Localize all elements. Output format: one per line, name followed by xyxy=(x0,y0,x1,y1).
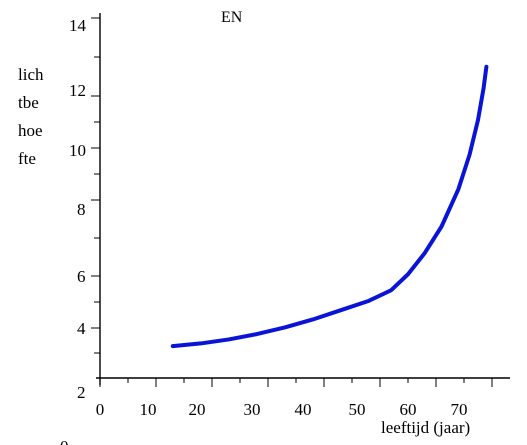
y-tick-label: 12 xyxy=(69,81,86,100)
y-axis-label-line: tbe xyxy=(18,93,39,112)
bottom-stray-label: 0 xyxy=(60,437,69,445)
y-tick-label: 10 xyxy=(69,141,86,160)
y-tick-label: 2 xyxy=(77,383,86,402)
x-axis-label: leeftijd (jaar) xyxy=(381,418,470,437)
y-tick-label: 14 xyxy=(69,16,87,35)
x-tick-label: 10 xyxy=(140,400,157,419)
series-line xyxy=(170,64,489,349)
series-layer xyxy=(170,64,489,349)
y-axis-label: lich tbe hoe fte xyxy=(18,65,48,168)
x-tick-label: 60 xyxy=(400,400,417,419)
y-tick-label: 6 xyxy=(77,267,86,286)
x-tick-label: 30 xyxy=(244,400,261,419)
x-tick-label: 0 xyxy=(96,400,105,419)
y-ticks: 2 4 6 8 10 12 14 xyxy=(69,16,100,402)
y-axis-label-line: fte xyxy=(18,149,36,168)
y-tick-label: 4 xyxy=(77,319,86,338)
y-axis-label-line: lich xyxy=(18,65,44,84)
x-tick-label: 70 xyxy=(451,400,468,419)
y-tick-label: 8 xyxy=(77,200,86,219)
chart-title: EN xyxy=(221,9,243,26)
y-axis-label-line: hoe xyxy=(18,121,43,140)
x-tick-label: 40 xyxy=(295,400,312,419)
x-tick-label: 20 xyxy=(189,400,206,419)
x-ticks: 0 10 20 30 40 50 60 70 xyxy=(96,378,493,419)
x-tick-label: 50 xyxy=(349,400,366,419)
axes xyxy=(96,13,510,385)
